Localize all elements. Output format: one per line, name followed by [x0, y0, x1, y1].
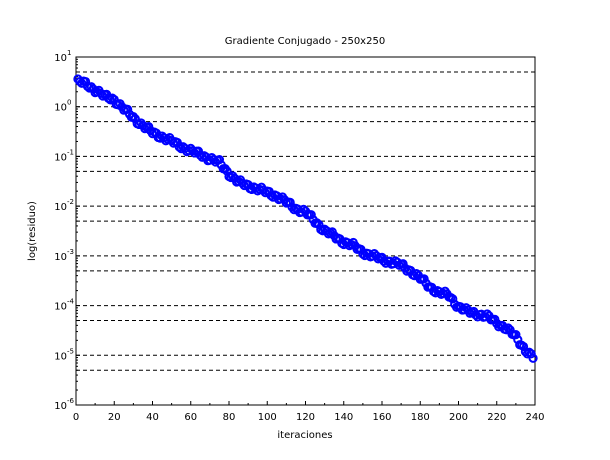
grid: [76, 71, 535, 371]
data-point: [448, 294, 458, 304]
y-tick-label: 10 -5: [54, 347, 74, 362]
x-axis-label: iteraciones: [277, 430, 332, 441]
y-tick-label: 10 -1: [54, 148, 74, 163]
data-point: [306, 210, 316, 220]
data-point: [276, 194, 286, 204]
y-tick-base: 10: [54, 103, 67, 114]
data-point: [312, 218, 322, 228]
y-axis-label: log(residuo): [27, 201, 38, 261]
y-tick-base: 10: [54, 252, 67, 263]
y-tick-exponent: -5: [67, 347, 74, 355]
y-tick-label: 10 1: [54, 49, 71, 64]
data-point: [285, 197, 295, 208]
data-point: [75, 76, 85, 87]
x-tick-label: 140: [334, 412, 353, 423]
data-point: [518, 341, 529, 352]
data-points: [73, 74, 538, 363]
y-tick-exponent: -4: [67, 298, 75, 306]
data-point: [471, 310, 481, 320]
y-tick-base: 10: [54, 302, 67, 313]
y-tick-base: 10: [54, 152, 67, 163]
x-tick-label: 60: [184, 412, 197, 423]
data-point: [379, 256, 389, 266]
data-point: [526, 349, 536, 359]
y-tick-exponent: -1: [67, 148, 74, 156]
x-tick-label: 200: [449, 412, 468, 423]
x-tick-label: 0: [73, 412, 79, 423]
data-point: [528, 353, 538, 363]
y-tick-exponent: 0: [67, 99, 71, 107]
data-point: [80, 76, 91, 87]
y-tick-base: 10: [54, 401, 67, 412]
data-point: [419, 274, 429, 284]
chart-title: Gradiente Conjugado - 250x250: [225, 36, 385, 47]
x-tick-label: 180: [411, 412, 430, 423]
x-tick-label: 120: [296, 412, 315, 423]
y-tick-label: 10 -4: [54, 298, 74, 313]
x-tick-label: 160: [372, 412, 391, 423]
y-tick-base: 10: [54, 351, 67, 362]
data-point: [511, 330, 521, 340]
y-tick-exponent: 1: [67, 49, 71, 57]
data-point: [105, 95, 116, 105]
y-tick-base: 10: [54, 53, 67, 64]
data-point: [501, 325, 511, 335]
y-tick-label: 10 -6: [54, 397, 74, 412]
x-tick-label: 100: [258, 412, 277, 423]
y-tick-exponent: -6: [67, 397, 75, 405]
y-tick-exponent: -3: [67, 248, 74, 256]
x-tick-label: 80: [223, 412, 236, 423]
data-point: [503, 323, 513, 333]
y-tick-base: 10: [54, 202, 67, 213]
y-tick-label: 10 -3: [54, 248, 74, 263]
data-point: [128, 112, 138, 122]
data-point: [123, 104, 133, 114]
data-point: [222, 166, 232, 176]
y-tick-label: 10 0: [54, 99, 71, 114]
x-tick-label: 40: [146, 412, 159, 423]
x-axis: 0 20 40 60 80 100 120 140 160 180 200 220 240: [73, 401, 545, 423]
x-tick-label: 240: [525, 412, 544, 423]
data-point: [214, 155, 225, 165]
x-tick-label: 220: [487, 412, 506, 423]
y-tick-label: 10 -2: [54, 198, 74, 213]
y-tick-exponent: -2: [67, 198, 74, 206]
x-tick-label: 20: [108, 412, 121, 423]
plot-frame: [75, 56, 536, 406]
